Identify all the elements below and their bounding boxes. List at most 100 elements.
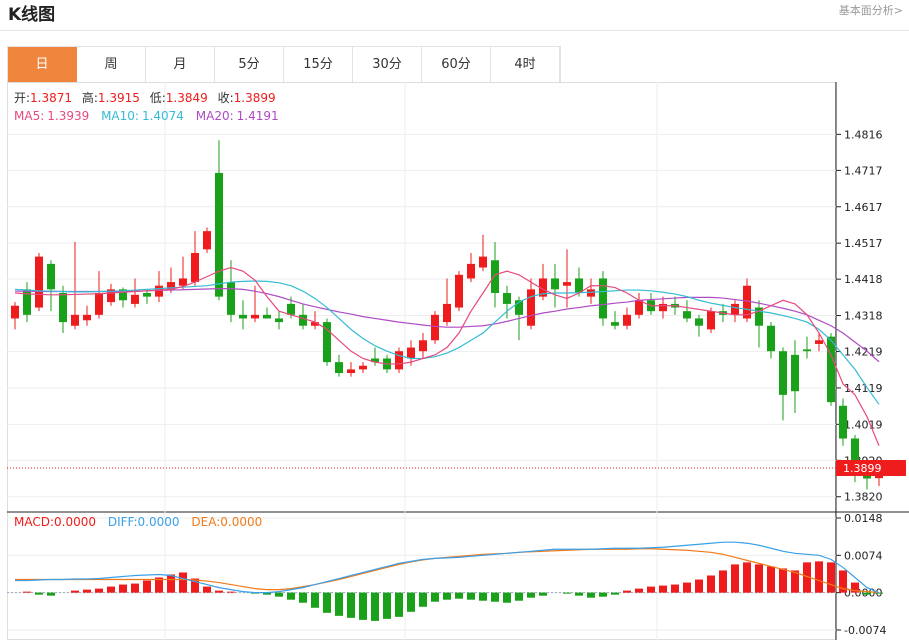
page-title: K线图 bbox=[8, 5, 56, 25]
candle-body bbox=[323, 322, 331, 363]
macd-readout: MACD:0.0000 DIFF:0.0000 DEA:0.0000 bbox=[14, 515, 262, 529]
macd-bar bbox=[743, 562, 751, 593]
price-tick-label: 1.3820 bbox=[844, 491, 883, 504]
candle-body bbox=[107, 289, 115, 303]
candle-body bbox=[287, 303, 295, 315]
macd-bar bbox=[23, 591, 31, 593]
candle-body bbox=[467, 263, 475, 279]
macd-bar bbox=[515, 592, 523, 601]
macd-bar bbox=[347, 592, 355, 618]
macd-bar bbox=[827, 562, 835, 593]
macd-bar bbox=[563, 592, 571, 594]
candle-body bbox=[839, 405, 847, 439]
kline-chart[interactable]: 1.4816 1.4717 1.4617 1.4517 1.4418 1.4318 1.42… bbox=[0, 82, 909, 644]
kline-chart-svg[interactable]: 1.4816 1.4717 1.4617 1.4517 1.4418 1.4318 1.42… bbox=[0, 82, 909, 640]
macd-bar bbox=[767, 566, 775, 593]
candle-body bbox=[299, 314, 307, 326]
tab-4hour[interactable]: 4时 bbox=[491, 47, 560, 83]
candle-body bbox=[251, 314, 259, 319]
diff-value: 0.0000 bbox=[138, 515, 180, 529]
macd-bar bbox=[467, 592, 475, 600]
macd-bar bbox=[35, 592, 43, 595]
price-tick-label: 1.4119 bbox=[844, 382, 883, 395]
candle-body bbox=[371, 358, 379, 363]
candle-body bbox=[143, 292, 151, 297]
macd-bar bbox=[647, 586, 655, 593]
macd-bar bbox=[671, 584, 679, 593]
macd-bar bbox=[539, 592, 547, 596]
tab-60min[interactable]: 60分 bbox=[422, 47, 491, 83]
candle-body bbox=[167, 282, 175, 290]
ma-lines bbox=[14, 266, 880, 447]
macd-bar bbox=[731, 564, 739, 593]
fundamental-analysis-link[interactable]: 基本面分析> bbox=[838, 4, 903, 17]
macd-bar bbox=[755, 564, 763, 593]
candle-body bbox=[275, 318, 283, 323]
candle-body bbox=[563, 282, 571, 286]
tab-week[interactable]: 周 bbox=[77, 47, 146, 83]
macd-tick-label: -0.0074 bbox=[844, 624, 886, 637]
candle-body bbox=[407, 347, 415, 359]
candle-body bbox=[767, 325, 775, 352]
candle-body bbox=[743, 285, 751, 319]
macd-bar bbox=[575, 592, 583, 596]
header-divider bbox=[0, 30, 909, 31]
macd-bar bbox=[83, 589, 91, 593]
tab-15min[interactable]: 15分 bbox=[284, 47, 353, 83]
ma20-label: MA20: bbox=[196, 109, 234, 123]
macd-bar bbox=[323, 592, 331, 613]
macd-bar bbox=[311, 592, 319, 608]
macd-bar bbox=[263, 592, 271, 595]
tab-month[interactable]: 月 bbox=[146, 47, 215, 83]
macd-bar bbox=[287, 592, 295, 600]
macd-bar bbox=[803, 562, 811, 593]
candle-body bbox=[95, 292, 103, 315]
candle-body bbox=[683, 311, 691, 319]
price-tick-label: 1.4418 bbox=[844, 273, 883, 286]
candle-body bbox=[179, 278, 187, 286]
ma5-line bbox=[14, 266, 880, 447]
candle-body bbox=[551, 278, 559, 290]
price-axis-ticks: 1.4816 1.4717 1.4617 1.4517 1.4418 1.4318 1.42… bbox=[836, 128, 883, 504]
macd-histogram bbox=[23, 561, 883, 621]
macd-tick-label: 0.0148 bbox=[844, 512, 883, 525]
tab-day[interactable]: 日 bbox=[8, 47, 77, 83]
macd-bar bbox=[503, 592, 511, 603]
candle-body bbox=[23, 289, 31, 315]
candle-body bbox=[695, 318, 703, 326]
tab-30min[interactable]: 30分 bbox=[353, 47, 422, 83]
macd-bar bbox=[479, 592, 487, 601]
close-label: 收: bbox=[218, 91, 234, 105]
macd-bar bbox=[839, 570, 847, 593]
last-price-box bbox=[836, 459, 906, 476]
macd-tick-label: 0.0074 bbox=[844, 549, 883, 562]
candle-body bbox=[35, 256, 43, 308]
candle-body bbox=[539, 278, 547, 297]
macd-bar bbox=[659, 585, 667, 593]
candle-body bbox=[611, 322, 619, 326]
price-tick-label: 1.4816 bbox=[844, 128, 883, 141]
tab-5min[interactable]: 5分 bbox=[215, 47, 284, 83]
candle-body bbox=[11, 305, 19, 319]
macd-bar bbox=[407, 592, 415, 612]
candle-body bbox=[335, 362, 343, 374]
candle-body bbox=[623, 314, 631, 326]
macd-bar bbox=[851, 582, 859, 593]
macd-bar bbox=[635, 588, 643, 593]
ma10-value: 1.4074 bbox=[142, 109, 184, 123]
candle-body bbox=[203, 231, 211, 250]
macd-bar bbox=[815, 561, 823, 593]
macd-bar bbox=[419, 592, 427, 607]
macd-bar bbox=[203, 586, 211, 593]
macd-bar bbox=[107, 586, 115, 593]
macd-lines bbox=[15, 541, 880, 594]
candle-body bbox=[419, 340, 427, 352]
candle-body bbox=[347, 369, 355, 374]
price-tick-label: 1.4318 bbox=[844, 310, 883, 323]
macd-bar bbox=[695, 579, 703, 593]
macd-bar bbox=[395, 592, 403, 617]
macd-bar bbox=[431, 592, 439, 602]
candle-body bbox=[59, 292, 67, 323]
candle-body bbox=[791, 354, 799, 392]
macd-value: 0.0000 bbox=[54, 515, 96, 529]
